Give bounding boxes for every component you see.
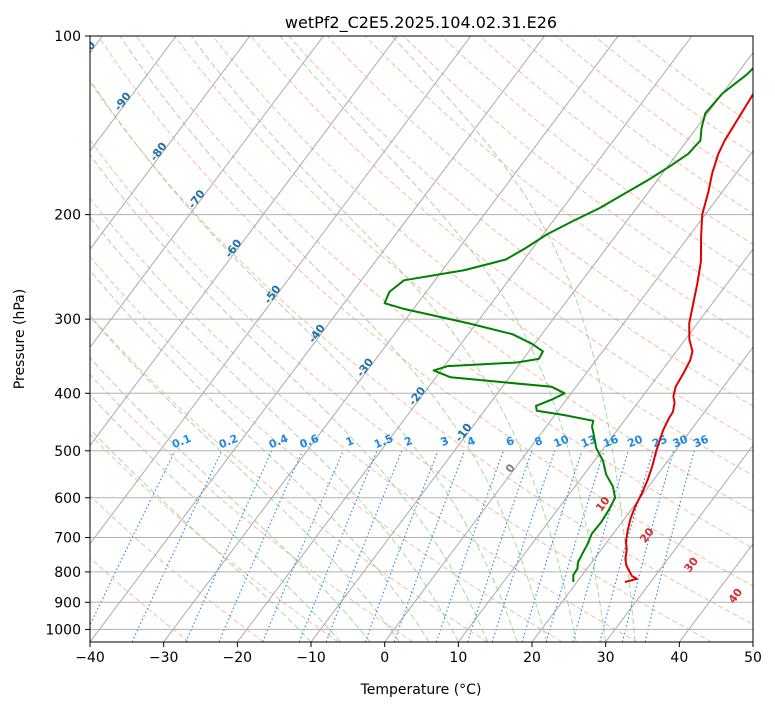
x-tick-label: 30 <box>597 650 615 666</box>
y-tick-label: 200 <box>54 208 81 224</box>
mixing-ratio-label: 36 <box>691 433 710 451</box>
mixing-ratio-line <box>325 450 403 642</box>
mixing-ratio-line <box>621 450 675 642</box>
profile-series <box>383 66 753 583</box>
y-tick-label: 800 <box>54 565 81 581</box>
y-tick-label: 600 <box>54 491 81 507</box>
moist-adiabat <box>391 36 636 642</box>
dry-adiabat <box>364 36 753 341</box>
moist-adiabat <box>90 315 400 642</box>
y-tick-label: 400 <box>54 386 81 402</box>
dry-adiabat <box>90 81 753 625</box>
moist-adiabat <box>90 78 518 642</box>
moist-adiabat <box>90 394 341 642</box>
mixing-ratio-line <box>364 450 439 642</box>
mixing-ratio-label: 8 <box>533 434 545 449</box>
x-axis: −40 −30 −20 −10 0 10 20 30 40 50 <box>75 642 762 666</box>
y-tick-label: 300 <box>54 312 81 328</box>
mixing-ratio-line <box>599 450 654 642</box>
mixing-ratio-line <box>491 450 556 642</box>
dry-adiabat <box>90 197 638 642</box>
isotherm <box>457 248 753 642</box>
mixing-ratio-label: 10 <box>552 433 571 451</box>
dry-adiabat <box>90 433 339 642</box>
isotherm <box>605 444 753 642</box>
mixing-ratio-line <box>466 450 533 642</box>
x-tick-label: −10 <box>296 650 326 666</box>
x-tick-label: −20 <box>223 650 253 666</box>
isotherm <box>163 36 619 642</box>
dry-adiabat <box>212 36 753 477</box>
plot-frame <box>89 35 754 643</box>
mixing-ratio-line <box>298 450 378 642</box>
dry-adiabat <box>174 36 753 512</box>
x-tick-label: 10 <box>449 650 467 666</box>
temperature-profile-line <box>624 92 753 583</box>
x-tick-label: 0 <box>380 650 389 666</box>
isotherm <box>90 36 251 250</box>
x-axis-title: Temperature (°C) <box>360 682 482 698</box>
y-tick-label: 500 <box>54 444 81 460</box>
mixing-ratio-line <box>435 450 504 642</box>
y-axis-title: Pressure (hPa) <box>12 289 28 389</box>
isotherm <box>90 36 545 642</box>
mixing-ratio-line <box>545 450 605 642</box>
mixing-ratio-label: 2 <box>402 434 414 449</box>
isotherm <box>384 150 753 642</box>
dry-adiabat <box>90 557 190 642</box>
mixing-ratio-line <box>393 450 466 642</box>
background-lines <box>90 36 753 642</box>
mixing-ratio-label: 3 <box>439 434 451 449</box>
moist-adiabat <box>279 36 607 642</box>
x-tick-label: −40 <box>75 650 105 666</box>
isotherm <box>310 51 753 642</box>
isotherm <box>236 36 693 642</box>
x-tick-label: 50 <box>744 650 762 666</box>
chart-title: wetPf2_C2E5.2025.104.02.31.E26 <box>285 13 557 33</box>
mixing-ratio-line <box>572 450 629 642</box>
isotherm <box>90 36 177 152</box>
moist-adiabat <box>90 269 430 642</box>
y-tick-label: 900 <box>54 595 81 611</box>
isotherm <box>90 36 398 447</box>
mixing-ratio-label: 30 <box>671 433 690 451</box>
x-tick-label: −30 <box>149 650 179 666</box>
dry-adiabat <box>403 36 753 308</box>
mixing-ratio-line <box>521 450 583 642</box>
y-tick-label: 100 <box>54 29 81 45</box>
dry-adiabat <box>250 36 753 442</box>
dry-adiabat <box>90 314 488 642</box>
y-tick-label: 1000 <box>45 622 81 638</box>
dry-adiabat <box>90 139 712 642</box>
mixing-ratio-label: 20 <box>626 433 645 451</box>
moist-adiabat <box>90 357 371 642</box>
mixing-ratio-line <box>218 450 304 642</box>
isotherm <box>90 36 324 349</box>
mixing-ratio-line <box>262 450 344 642</box>
dry-adiabat <box>97 36 753 587</box>
mixing-ratio-label: 16 <box>601 433 620 451</box>
mixing-ratio-line <box>644 450 695 642</box>
moist-adiabat <box>90 216 459 642</box>
mixing-ratio-line <box>90 450 176 627</box>
y-tick-label: 700 <box>54 531 81 547</box>
dewpoint-profile-line <box>383 66 753 582</box>
x-tick-label: 20 <box>523 650 541 666</box>
dry-adiabat <box>90 255 563 642</box>
isotherm <box>531 346 753 642</box>
x-tick-label: 40 <box>670 650 688 666</box>
y-axis: 100 200 300 400 500 600 700 800 900 1000 <box>45 29 90 638</box>
moist-adiabat <box>90 153 489 642</box>
pressure-grid <box>90 36 753 630</box>
dry-adiabat <box>326 36 753 374</box>
mixing-ratio-label: 1 <box>344 434 356 449</box>
isotherm <box>90 36 472 545</box>
